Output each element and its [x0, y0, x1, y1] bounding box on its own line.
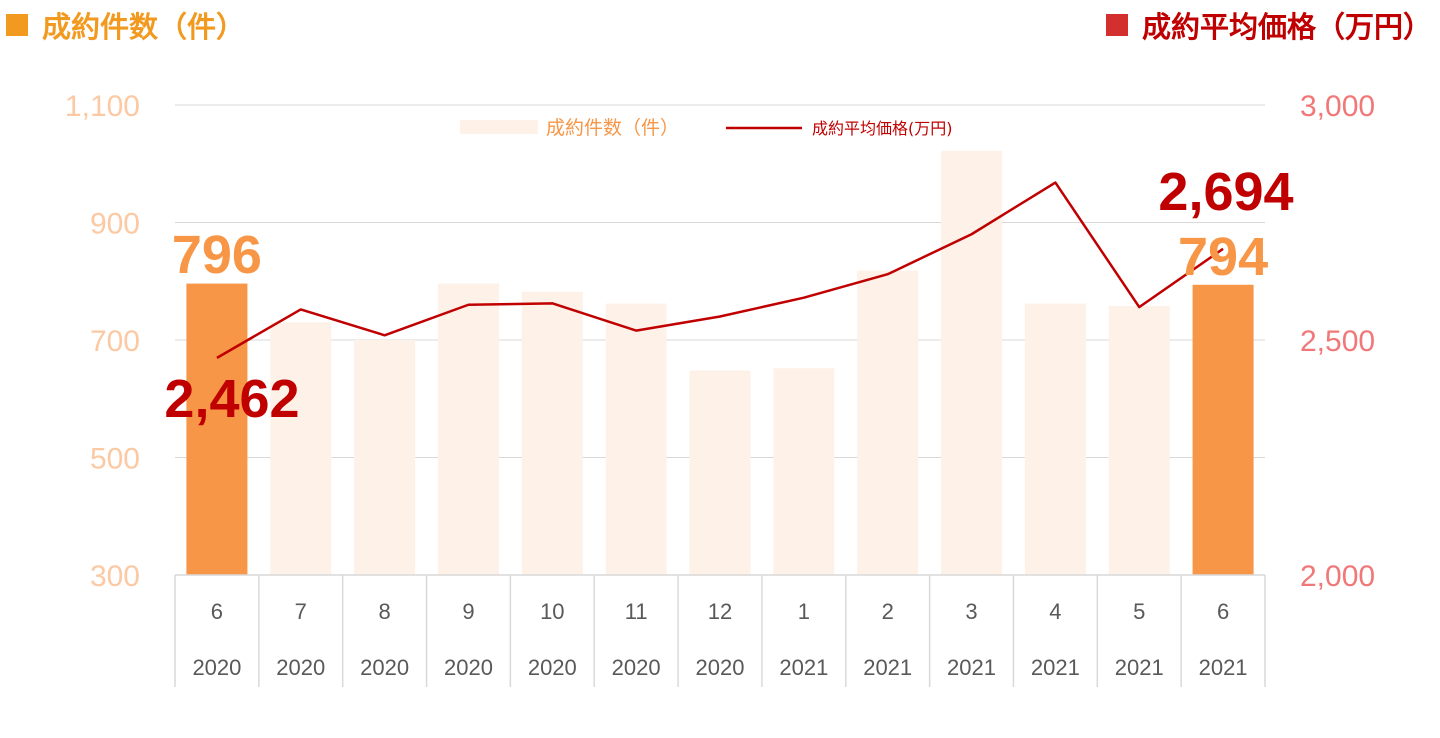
y-left-tick: 500: [90, 443, 140, 476]
legend-count-label: 成約件数（件）: [546, 117, 679, 139]
x-tick-month: 5: [1133, 599, 1145, 624]
count-bar: [605, 303, 667, 575]
count-bar: [1024, 303, 1086, 575]
orange-square-icon: [6, 14, 28, 36]
x-tick-month: 3: [965, 599, 977, 624]
count-bar: [1192, 284, 1254, 575]
x-tick-month: 10: [540, 599, 564, 624]
x-tick-month: 6: [1217, 599, 1229, 624]
count-bar: [521, 291, 583, 575]
y-left-tick: 1,100: [65, 90, 140, 123]
x-tick-year: 2021: [1199, 655, 1248, 680]
x-tick-month: 9: [462, 599, 474, 624]
price-line: [216, 181, 1224, 359]
left-axis-title-text: 成約件数（件）: [42, 10, 246, 44]
x-tick-year: 2021: [947, 655, 996, 680]
count-bar: [773, 368, 835, 575]
x-tick-year: 2020: [192, 655, 241, 680]
left-axis-title: 成約件数（件）: [6, 4, 245, 46]
x-tick-year: 2020: [444, 655, 493, 680]
y-left-tick: 700: [90, 325, 140, 358]
last-count-label: 794: [1178, 227, 1268, 287]
y-right-tick: 2,500: [1300, 325, 1375, 358]
x-tick-year: 2020: [360, 655, 409, 680]
right-axis-title: 成約平均価格（万円）: [1105, 4, 1432, 46]
x-tick-month: 11: [625, 599, 648, 624]
first-count-label: 796: [172, 225, 262, 285]
y-right-tick: 2,000: [1300, 560, 1375, 593]
x-tick-month: 7: [295, 599, 307, 624]
red-square-icon: [1105, 14, 1128, 36]
x-tick-month: 6: [211, 599, 223, 624]
x-tick-year: 2021: [863, 655, 912, 680]
count-bar: [857, 270, 919, 575]
x-tick-year: 2020: [276, 655, 325, 680]
legend-price-label: 成約平均価格(万円): [812, 119, 953, 138]
last-price-label: 2,694: [1158, 162, 1293, 222]
y-right-tick: 3,000: [1300, 90, 1375, 123]
y-left-tick: 300: [90, 560, 140, 593]
count-bar: [270, 322, 332, 575]
count-bar: [354, 340, 416, 575]
count-bar: [941, 150, 1003, 575]
x-tick-month: 8: [378, 599, 390, 624]
count-bar: [437, 283, 499, 575]
x-tick-year: 2021: [1031, 655, 1080, 680]
x-tick-year: 2020: [696, 655, 745, 680]
x-tick-year: 2021: [1115, 655, 1164, 680]
x-tick-year: 2020: [612, 655, 661, 680]
count-bar: [689, 370, 751, 575]
count-bar: [1108, 305, 1170, 575]
x-tick-month: 4: [1049, 599, 1061, 624]
first-price-label: 2,462: [164, 369, 299, 429]
count-bar: [186, 283, 248, 575]
x-tick-month: 12: [708, 599, 732, 624]
legend-bar-swatch: [460, 120, 538, 134]
y-left-tick: 900: [90, 208, 140, 241]
x-tick-month: 2: [882, 599, 894, 624]
x-tick-year: 2021: [779, 655, 828, 680]
x-tick-year: 2020: [528, 655, 577, 680]
x-tick-month: 1: [798, 599, 810, 624]
right-axis-title-text: 成約平均価格（万円）: [1141, 10, 1432, 44]
